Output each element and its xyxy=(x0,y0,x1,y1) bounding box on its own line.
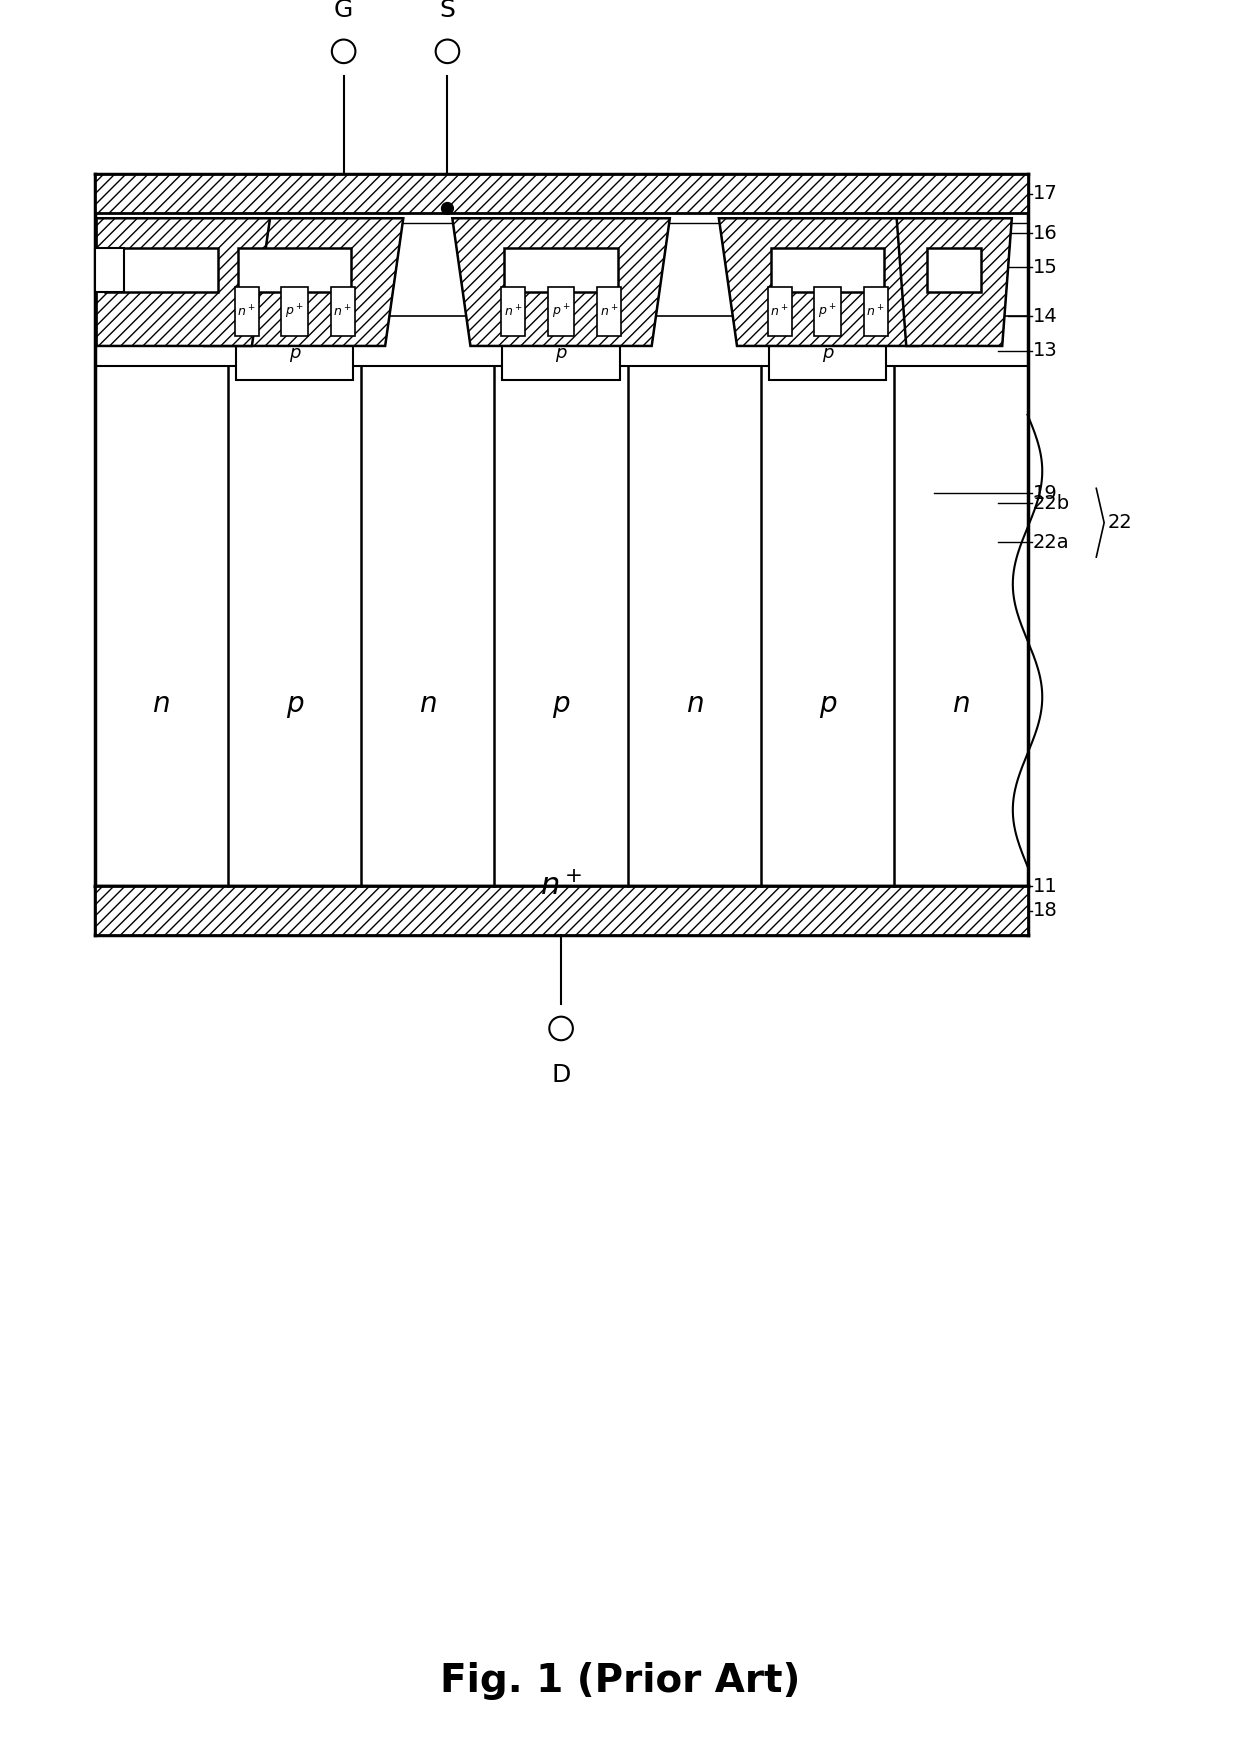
Text: n: n xyxy=(153,691,170,718)
Text: 22a: 22a xyxy=(1033,532,1069,552)
Text: n: n xyxy=(952,691,970,718)
Polygon shape xyxy=(453,219,670,346)
Text: 13: 13 xyxy=(1033,342,1058,360)
Text: 16: 16 xyxy=(1033,224,1058,243)
Bar xyxy=(234,287,259,337)
Text: 17: 17 xyxy=(1033,183,1058,203)
Text: Fig. 1 (Prior Art): Fig. 1 (Prior Art) xyxy=(440,1663,800,1701)
Bar xyxy=(769,307,887,381)
Polygon shape xyxy=(719,219,936,346)
Text: p: p xyxy=(556,344,567,363)
Bar xyxy=(281,287,308,337)
Text: p: p xyxy=(289,344,300,363)
Text: 15: 15 xyxy=(1033,257,1058,277)
Bar xyxy=(104,249,218,293)
Text: 19: 19 xyxy=(1033,483,1058,502)
Bar xyxy=(863,287,888,337)
Text: n: n xyxy=(419,691,436,718)
Text: $n^+$: $n^+$ xyxy=(867,303,885,319)
Bar xyxy=(768,287,791,337)
Text: $p^+$: $p^+$ xyxy=(285,303,304,321)
Text: 11: 11 xyxy=(1033,876,1058,896)
Bar xyxy=(548,287,574,337)
Bar xyxy=(94,249,124,293)
Text: $n^+$: $n^+$ xyxy=(770,303,789,319)
Text: $n^+$: $n^+$ xyxy=(503,303,522,319)
Bar xyxy=(928,249,981,293)
Text: p: p xyxy=(285,691,304,718)
Text: D: D xyxy=(552,1063,570,1086)
Text: p: p xyxy=(818,691,837,718)
Bar xyxy=(331,287,355,337)
Text: 18: 18 xyxy=(1033,901,1058,920)
Text: $n^+$: $n^+$ xyxy=(237,303,255,319)
Text: $p^+$: $p^+$ xyxy=(818,303,837,321)
Text: S: S xyxy=(439,0,455,21)
Bar xyxy=(236,307,353,381)
Text: 22b: 22b xyxy=(1033,494,1070,513)
Polygon shape xyxy=(97,219,270,346)
Bar xyxy=(505,249,618,293)
Bar xyxy=(501,287,525,337)
Text: $n^+$: $n^+$ xyxy=(334,303,352,319)
Text: $n^+$: $n^+$ xyxy=(539,871,583,901)
Text: n: n xyxy=(686,691,703,718)
Text: $p^+$: $p^+$ xyxy=(552,303,570,321)
Text: p: p xyxy=(822,344,833,363)
Bar xyxy=(94,213,1028,365)
Bar xyxy=(771,249,884,293)
Text: 14: 14 xyxy=(1033,307,1058,326)
Bar xyxy=(815,287,841,337)
Text: p: p xyxy=(552,691,570,718)
Text: 22: 22 xyxy=(1109,513,1133,532)
Polygon shape xyxy=(186,219,403,346)
Bar xyxy=(94,175,1028,213)
Polygon shape xyxy=(897,219,1012,346)
Bar xyxy=(238,249,351,293)
Bar xyxy=(502,307,620,381)
Bar xyxy=(598,287,621,337)
Bar xyxy=(94,887,1028,934)
Circle shape xyxy=(441,203,454,215)
Text: $n^+$: $n^+$ xyxy=(600,303,619,319)
Text: G: G xyxy=(334,0,353,21)
